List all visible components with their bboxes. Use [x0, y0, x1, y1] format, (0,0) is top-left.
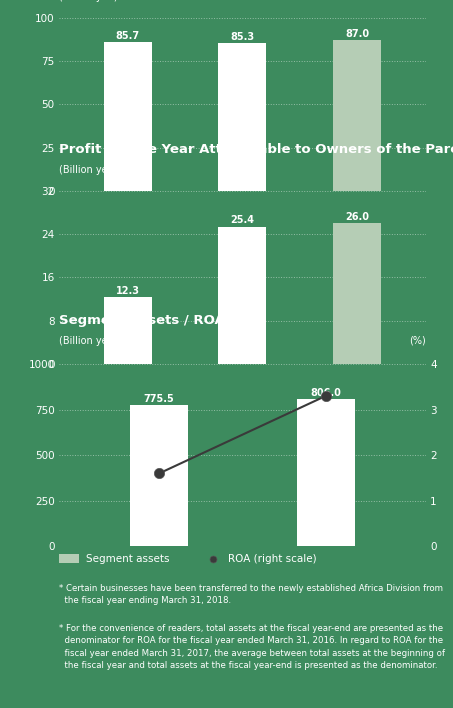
Text: 806.0: 806.0 [310, 388, 341, 398]
FancyBboxPatch shape [59, 554, 79, 564]
Bar [104, 42, 152, 191]
Text: Segment assets: Segment assets [87, 554, 170, 564]
Bar [333, 223, 381, 364]
Text: 85.3: 85.3 [230, 32, 255, 42]
Text: Segment Assets / ROA: Segment Assets / ROA [59, 314, 225, 328]
Text: * Certain businesses have been transferred to the newly established Africa Divis: * Certain businesses have been transferr… [59, 583, 443, 605]
Point [155, 468, 163, 479]
Text: 3.3: 3.3 [337, 409, 354, 418]
Text: * For the convenience of readers, total assets at the fiscal year-end are presen: * For the convenience of readers, total … [59, 624, 445, 670]
Bar [104, 297, 152, 364]
Text: Profit for the Year Attributable to Owners of the Parent: Profit for the Year Attributable to Owne… [59, 143, 453, 156]
Text: 87.0: 87.0 [345, 29, 369, 39]
Text: (Billion yen): (Billion yen) [59, 0, 117, 2]
Bar [333, 40, 381, 191]
Text: 12.3: 12.3 [116, 286, 140, 296]
Point [322, 390, 329, 401]
Bar [297, 399, 355, 547]
Bar [130, 405, 188, 547]
Text: 26.0: 26.0 [345, 212, 369, 222]
Text: (Billion yen): (Billion yen) [59, 165, 117, 176]
Text: 775.5: 775.5 [144, 394, 174, 404]
Text: ROA (right scale): ROA (right scale) [228, 554, 316, 564]
Bar [218, 227, 266, 364]
Text: 85.7: 85.7 [116, 31, 140, 41]
Text: 1.6: 1.6 [160, 488, 178, 498]
Text: 25.4: 25.4 [231, 215, 254, 225]
Bar [218, 43, 266, 191]
Text: (%): (%) [409, 336, 426, 346]
Text: (Billion yen): (Billion yen) [59, 336, 117, 346]
